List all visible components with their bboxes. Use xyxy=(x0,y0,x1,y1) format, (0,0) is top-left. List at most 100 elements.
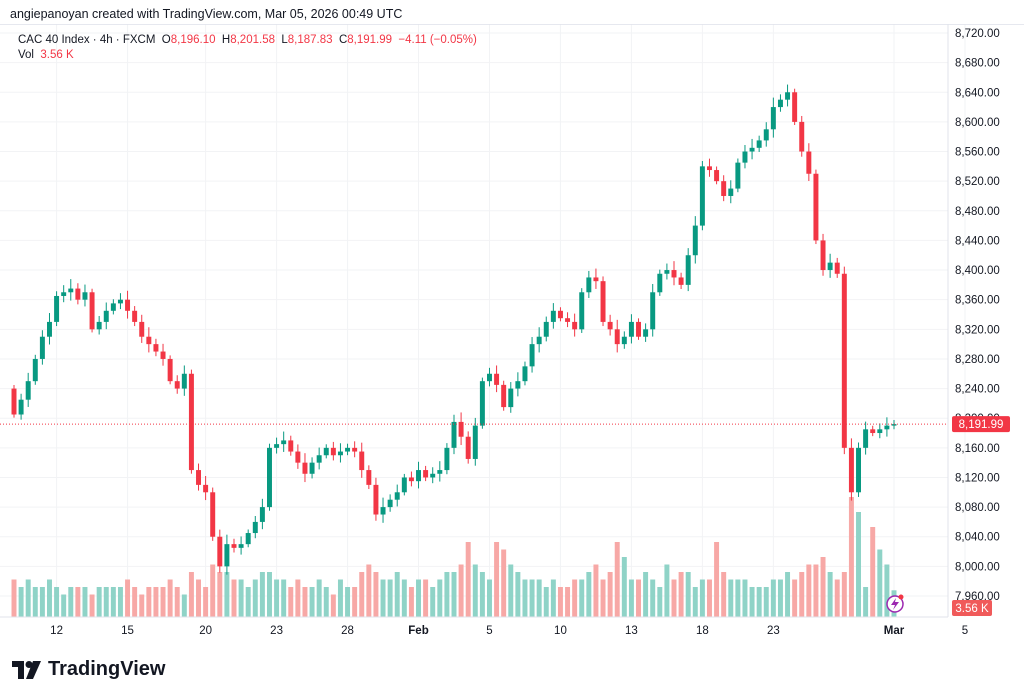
volume-bar xyxy=(167,579,173,617)
candle-body xyxy=(458,421,464,437)
price-tick-label: 8,080.00 xyxy=(955,502,1000,514)
candle-body xyxy=(245,533,251,545)
candle-body xyxy=(75,288,81,300)
volume-bar xyxy=(366,564,372,617)
candle-body xyxy=(117,299,123,304)
volume-bar xyxy=(11,579,17,617)
candle-body xyxy=(32,358,38,382)
candle-body xyxy=(96,321,102,330)
volume-bar xyxy=(501,549,507,617)
candle-body xyxy=(834,262,840,274)
candle-body xyxy=(451,421,457,448)
candle-body xyxy=(82,292,88,300)
candle-body xyxy=(89,292,95,330)
candle-body xyxy=(295,451,301,463)
candle-body xyxy=(820,240,826,271)
volume-bar xyxy=(742,579,748,617)
volume-bar xyxy=(39,587,45,617)
volume-bar xyxy=(153,587,159,617)
candle-body xyxy=(416,470,421,482)
candle-body xyxy=(543,321,549,337)
price-tick-label: 8,560.00 xyxy=(955,147,1000,159)
candle-body xyxy=(430,473,436,478)
time-tick-label: 28 xyxy=(341,625,354,637)
chart-credit: angiepanoyan created with TradingView.co… xyxy=(10,7,403,21)
price-tick-label: 8,120.00 xyxy=(955,472,1000,484)
time-tick-label: 13 xyxy=(625,625,638,637)
tradingview-logo[interactable]: TradingView xyxy=(12,658,165,681)
candle-body xyxy=(323,447,329,456)
candle-body xyxy=(274,444,280,448)
volume-bar xyxy=(345,587,351,617)
tradingview-logo-icon xyxy=(12,660,41,679)
volume-bar xyxy=(103,587,109,617)
candle-body xyxy=(444,447,450,471)
candle-body xyxy=(891,424,897,426)
candle-body xyxy=(465,436,471,459)
volume-bar xyxy=(806,564,812,617)
volume-bar xyxy=(96,587,102,617)
volume-bar xyxy=(281,579,287,617)
volume-bar xyxy=(664,564,670,617)
candle-body xyxy=(359,451,365,471)
volume-bar xyxy=(224,572,230,617)
candle-body xyxy=(636,321,641,337)
last-volume-value: 3.56 K xyxy=(955,603,989,615)
volume-bar xyxy=(657,587,663,617)
volume-bar xyxy=(117,587,123,617)
price-chart[interactable]: 8,720.00 8,680.00 8,640.00 8,600.00 8,560.00… xyxy=(0,0,1024,650)
candle-body xyxy=(536,336,542,345)
volume-bar xyxy=(309,587,315,617)
candle-body xyxy=(153,344,159,352)
open-label: O xyxy=(161,34,171,46)
candle-body xyxy=(11,388,17,415)
candle-body xyxy=(394,492,400,500)
volume-bar xyxy=(444,572,450,617)
volume-bar xyxy=(203,587,209,617)
time-tick-label: 12 xyxy=(50,625,63,637)
candle-body xyxy=(763,129,769,141)
volume-bar xyxy=(238,579,244,617)
lightning-icon[interactable] xyxy=(886,594,904,613)
volume-bar xyxy=(487,579,492,617)
candle-body xyxy=(848,447,854,493)
candle-body xyxy=(25,381,31,400)
volume-bar xyxy=(125,579,131,617)
volume-bar xyxy=(856,512,861,617)
time-tick-label: 23 xyxy=(767,625,780,637)
candle-body xyxy=(806,151,812,174)
candle-body xyxy=(735,162,741,189)
volume-bar xyxy=(863,587,869,617)
time-tick-label: 18 xyxy=(696,625,709,637)
volume-bar xyxy=(174,587,180,617)
volume-bar xyxy=(522,579,528,617)
candle-body xyxy=(472,425,478,459)
candle-body xyxy=(281,440,287,445)
last-volume-label: 3.56 K xyxy=(952,600,992,616)
candle-body xyxy=(366,470,372,485)
volume-bar xyxy=(785,572,791,617)
candle-body xyxy=(337,451,343,456)
candle-body xyxy=(600,281,606,322)
candle-body xyxy=(387,499,393,508)
candle-body xyxy=(515,381,521,389)
close-label: C xyxy=(338,34,348,46)
candle-body xyxy=(267,447,272,508)
candle-body xyxy=(770,107,776,130)
volume-bar xyxy=(572,579,578,617)
volume-bar xyxy=(565,587,571,617)
candle-body xyxy=(884,425,890,430)
volume-bar xyxy=(337,579,343,617)
symbol-label[interactable]: CAC 40 Index · 4h · FXCM xyxy=(18,34,156,46)
candle-body xyxy=(721,181,727,196)
candle-body xyxy=(174,381,180,389)
volume-bar xyxy=(139,594,145,617)
volume-bar xyxy=(770,579,776,617)
time-tick-label: 5 xyxy=(962,625,968,637)
grid xyxy=(0,24,966,617)
volume-bar xyxy=(274,579,280,617)
candle-body xyxy=(664,270,670,274)
volume-bar xyxy=(593,564,599,617)
candle-body xyxy=(579,292,585,330)
candle-body xyxy=(699,166,705,226)
